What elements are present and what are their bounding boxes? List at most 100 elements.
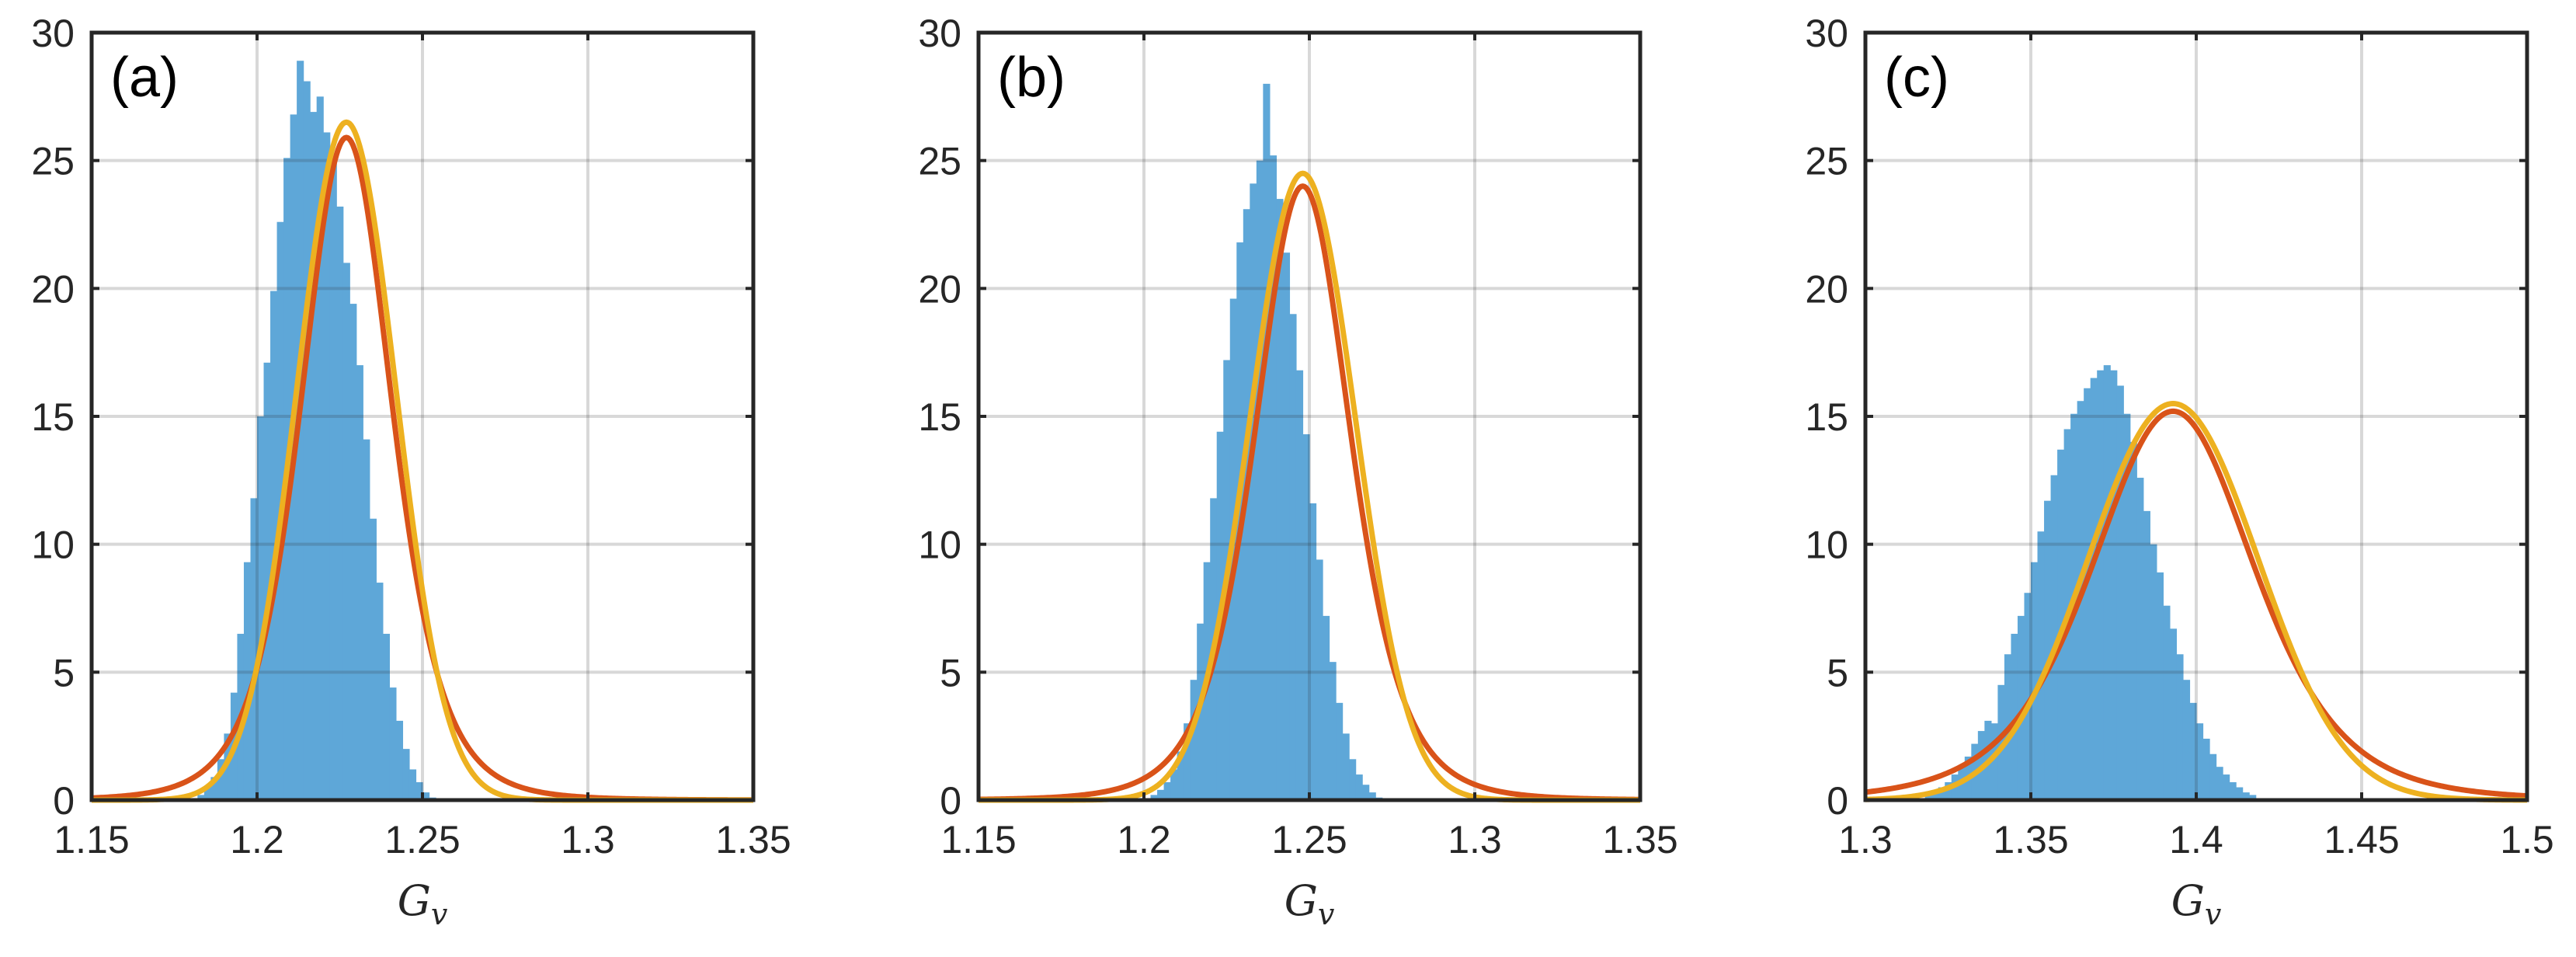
x-tick-label: 1.2 [230,818,284,861]
histogram-bar [297,61,304,801]
y-tick-label: 0 [53,779,75,823]
y-tick-label: 10 [31,524,75,567]
x-tick-label: 1.5 [2500,818,2554,861]
histogram-bar [408,769,417,800]
histogram-bar [382,633,390,800]
histogram-bar [1177,751,1184,800]
panel-label: (c) [1884,47,1949,109]
histogram-bar [329,160,337,801]
histogram-bar [2182,680,2191,800]
histogram-bars [1150,83,1383,801]
histogram-bar [2242,792,2250,800]
histogram-bar [2037,531,2045,800]
histogram-bar [336,206,344,800]
panel-2: 1.15 1.2 1.25 1.3 1.35 0 5 10 15 20 25 30 (b) Gv [918,12,1677,931]
histogram-bar [2050,475,2058,800]
histogram-bar [1924,795,1932,800]
histogram-bar [1263,83,1271,801]
x-tick-label: 1.15 [940,818,1016,861]
histogram-bar [2169,628,2178,800]
histogram-bar [395,720,404,800]
tick-marks [90,31,755,802]
histogram-bar [1269,155,1277,800]
x-tick-label: 1.45 [2324,818,2399,861]
histogram-bar [402,749,410,800]
x-tick-label: 1.3 [561,818,615,861]
histogram-bar [2223,774,2230,800]
histogram-bar [316,96,324,800]
x-tick-label: 1.35 [715,818,791,861]
histogram-bar [210,777,218,800]
histogram-bar [2176,654,2184,800]
x-axis-label-subscript: v [2205,897,2222,931]
y-tick-label: 15 [31,395,75,439]
histogram-bar [250,498,258,800]
histogram-bar [1336,702,1344,800]
histogram-bar [2236,787,2244,800]
fit-curve-red [1864,408,2529,799]
histogram-bar [263,362,271,801]
histogram-bar [2209,753,2217,800]
histogram-bar [2044,500,2052,800]
histogram-bar [323,132,331,800]
histogram-bar [2216,767,2223,800]
x-tick-label: 1.35 [1993,818,2068,861]
histogram-bar [2031,562,2039,800]
histogram-bar [2189,702,2197,800]
histogram-bar [2143,510,2150,800]
histogram-bar [1190,680,1198,800]
histogram-bar [1309,503,1317,800]
histogram-bar [1302,434,1310,800]
histogram-bar [2116,385,2124,801]
histogram-bar [1157,789,1165,800]
histogram-bar [369,518,377,800]
y-tick-label: 15 [1805,395,1848,439]
x-axis-label-subscript: v [431,897,448,931]
grid-lines [977,31,1642,802]
grid-lines [90,31,755,802]
panel-1: 1.15 1.2 1.25 1.3 1.35 0 5 10 15 20 25 30 (a) Gv [31,12,791,931]
histogram-bar [2150,544,2157,800]
histogram-bar [1282,252,1291,801]
x-tick-label: 1.3 [1838,818,1893,861]
histogram-bar [2090,378,2098,801]
histogram-bar [1931,792,1939,800]
y-tick-label: 30 [31,12,75,55]
y-tick-label: 30 [1805,12,1848,55]
histogram-bar [2196,723,2204,800]
histogram-bar [2229,781,2237,800]
histogram-bar [2057,449,2065,800]
panel-3: 1.3 1.35 1.4 1.45 1.5 0 5 10 15 20 25 30 (c) Gv [1805,12,2553,931]
histogram-bar [257,416,265,800]
histogram-bar [1349,759,1357,800]
histogram-bar [1990,723,1998,800]
histogram-bar [1150,795,1158,800]
y-tick-label: 10 [918,524,961,567]
x-axis-label-subscript: v [1318,897,1335,931]
x-tick-label: 1.25 [384,818,460,861]
histogram-bar [1295,370,1304,801]
tick-marks [977,31,1642,802]
y-tick-label: 5 [53,651,75,694]
histogram-bar [1362,785,1370,800]
y-tick-label: 25 [31,140,75,183]
histogram-bar [2163,605,2171,800]
histogram-bar [415,781,423,800]
x-tick-label: 1.35 [1602,818,1677,861]
histogram-bar [1997,684,2005,800]
histogram-bar [2103,365,2111,800]
y-tick-label: 25 [1805,140,1848,183]
x-tick-label: 1.3 [1448,818,1502,861]
x-tick-label: 1.4 [2169,818,2223,861]
x-tick-label: 1.25 [1271,818,1347,861]
y-tick-label: 25 [918,140,961,183]
x-tick-label: 1.15 [54,818,129,861]
histogram-bar [2202,738,2210,800]
histogram-bar [356,365,363,800]
y-tick-label: 20 [918,267,961,311]
histogram-bar [1256,160,1264,801]
histogram-bar [389,687,397,800]
histogram-bar [1368,792,1376,800]
histogram-bar [2156,572,2164,800]
histogram-bar [1289,314,1297,800]
